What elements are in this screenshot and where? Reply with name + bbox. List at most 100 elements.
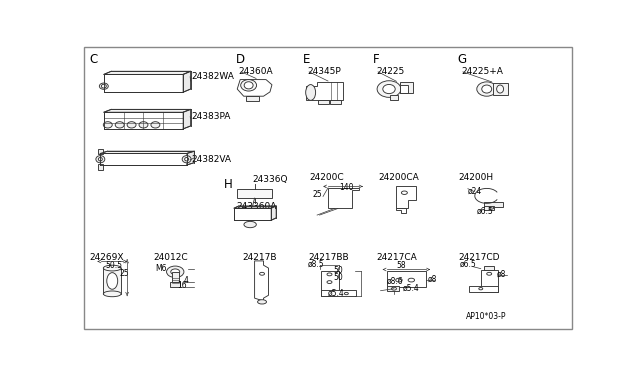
Ellipse shape [377,81,401,97]
Ellipse shape [260,272,264,275]
Bar [103,268,121,294]
Ellipse shape [244,221,257,228]
Text: 24345P: 24345P [307,67,341,76]
Bar [493,83,508,95]
Text: AP10*03-P: AP10*03-P [466,312,506,321]
Text: ø5.4: ø5.4 [403,284,419,293]
Polygon shape [183,109,191,129]
Polygon shape [306,82,343,100]
Ellipse shape [127,122,136,128]
Polygon shape [328,188,359,208]
Polygon shape [396,208,406,213]
Text: 50: 50 [333,266,342,275]
Text: ø5.4: ø5.4 [328,289,345,298]
Ellipse shape [490,207,493,209]
Polygon shape [104,71,191,74]
Bar [484,206,494,210]
Bar [390,95,399,100]
Ellipse shape [408,278,415,282]
Polygon shape [183,71,191,92]
Polygon shape [234,208,271,220]
Text: 24200H: 24200H [458,173,493,182]
Text: 24217CD: 24217CD [458,253,499,262]
Text: 140: 140 [339,183,353,192]
Ellipse shape [257,300,266,304]
Ellipse shape [171,269,180,275]
Text: 50: 50 [333,273,342,282]
Ellipse shape [103,265,121,271]
Polygon shape [100,154,187,165]
Text: ø24: ø24 [468,187,482,196]
Text: 24225+A: 24225+A [461,67,503,76]
Ellipse shape [99,157,102,161]
Bar [484,202,503,207]
Ellipse shape [396,278,402,282]
Bar [401,82,413,93]
Bar [481,270,498,292]
Text: 24382WA: 24382WA [191,72,234,81]
Ellipse shape [383,84,396,94]
Bar [98,149,103,154]
Ellipse shape [401,191,408,195]
Ellipse shape [327,273,332,276]
Text: 24012C: 24012C [154,253,188,262]
Text: G: G [457,53,466,66]
Text: 4: 4 [183,276,188,285]
Text: 24336Q: 24336Q [253,175,288,184]
Bar [98,164,103,170]
Text: 24382VA: 24382VA [191,155,232,164]
Text: 25: 25 [120,269,129,278]
Polygon shape [234,206,276,208]
Bar [401,85,408,93]
Ellipse shape [107,273,118,289]
Text: 243360A: 243360A [237,202,277,211]
Polygon shape [104,74,183,92]
Text: 25: 25 [312,190,322,199]
Ellipse shape [103,291,121,297]
Text: 50.5: 50.5 [106,261,123,270]
Ellipse shape [182,155,191,163]
Bar [321,290,356,296]
Text: 24225: 24225 [376,67,405,76]
Polygon shape [271,206,276,220]
Text: ø8.5: ø8.5 [308,260,324,269]
Ellipse shape [392,287,396,290]
Ellipse shape [101,84,106,88]
Text: E: E [303,53,310,66]
Text: 58: 58 [396,261,406,270]
Text: 24360A: 24360A [239,67,273,76]
Ellipse shape [103,122,112,128]
Text: ø8: ø8 [497,270,506,279]
Polygon shape [104,112,183,129]
Ellipse shape [327,280,332,283]
Ellipse shape [115,122,124,128]
Text: 24200C: 24200C [309,173,344,182]
Ellipse shape [477,82,497,96]
Bar [387,271,426,287]
Polygon shape [100,151,195,154]
Bar [170,282,180,287]
Bar [172,272,179,282]
Ellipse shape [482,85,492,93]
Bar [318,100,329,104]
Text: F: F [372,53,380,66]
Text: 24217B: 24217B [243,253,277,262]
Ellipse shape [151,122,160,128]
Text: 24200CA: 24200CA [379,173,419,182]
Ellipse shape [306,84,316,100]
Bar [237,189,272,198]
Bar [484,266,494,270]
Text: ø6.5: ø6.5 [477,206,493,215]
Ellipse shape [244,82,253,89]
Text: H: H [224,178,232,191]
Text: ø8: ø8 [428,275,438,283]
Polygon shape [187,151,195,165]
Ellipse shape [166,266,184,278]
Ellipse shape [497,85,504,93]
Ellipse shape [344,292,348,295]
Ellipse shape [241,80,257,91]
Text: 16: 16 [177,281,186,290]
Text: M6: M6 [156,264,167,273]
Text: ø8.6: ø8.6 [387,276,403,285]
Text: 24269X: 24269X [89,253,124,262]
